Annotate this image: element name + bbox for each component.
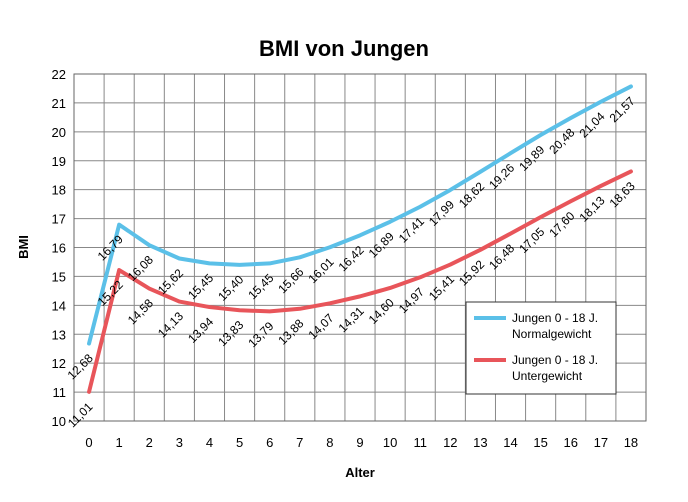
legend-entry-line2: Untergewicht — [512, 369, 583, 383]
y-tick-label: 11 — [53, 385, 67, 400]
legend-entry-line1: Jungen 0 - 18 J. — [512, 353, 598, 367]
data-label: 15,62 — [155, 266, 186, 297]
plot-grid — [73, 73, 647, 422]
y-tick-label: 12 — [52, 356, 66, 371]
x-tick-label: 11 — [413, 435, 427, 450]
data-label: 14,60 — [366, 295, 397, 326]
data-label: 14,07 — [305, 311, 336, 342]
y-tick-label: 15 — [52, 269, 66, 284]
x-tick-label: 4 — [206, 435, 213, 450]
x-tick-label: 5 — [236, 435, 243, 450]
data-label: 14,58 — [125, 296, 156, 327]
y-tick-label: 13 — [52, 327, 66, 342]
data-label: 13,94 — [185, 314, 216, 345]
y-tick-label: 17 — [52, 212, 66, 227]
data-label: 13,83 — [215, 318, 246, 349]
y-axis-label: BMI — [16, 235, 31, 259]
x-tick-label: 10 — [383, 435, 397, 450]
legend-entry-line1: Jungen 0 - 18 J. — [512, 311, 598, 325]
data-label: 15,92 — [456, 257, 487, 288]
data-label: 11,01 — [65, 399, 96, 430]
x-tick-label: 14 — [503, 435, 517, 450]
y-tick-label: 20 — [52, 125, 66, 140]
y-tick-label: 14 — [52, 298, 66, 313]
x-tick-label: 17 — [594, 435, 608, 450]
legend: Jungen 0 - 18 J. Normalgewicht Jungen 0 - … — [465, 301, 617, 395]
x-axis-label: Alter — [345, 465, 375, 480]
x-tick-label: 2 — [146, 435, 153, 450]
y-tick-labels: 10 11 12 13 14 15 16 17 18 19 20 21 22 — [52, 67, 66, 429]
data-label: 15,45 — [185, 271, 216, 302]
data-label: 15,40 — [215, 272, 246, 303]
plot-border — [73, 73, 647, 422]
data-label: 15,66 — [275, 265, 306, 296]
x-tick-label: 12 — [443, 435, 457, 450]
y-tick-label: 19 — [52, 154, 66, 169]
x-tick-label: 9 — [356, 435, 363, 450]
y-tick-label: 18 — [52, 183, 66, 198]
series-lines — [87, 84, 633, 394]
data-label: 13,88 — [275, 316, 306, 347]
x-tick-label: 13 — [473, 435, 487, 450]
chart-title: BMI von Jungen — [259, 36, 429, 61]
data-label: 14,97 — [396, 285, 427, 316]
y-tick-label: 22 — [52, 67, 66, 82]
x-tick-label: 6 — [266, 435, 273, 450]
data-label: 14,13 — [155, 309, 186, 340]
data-label: 16,08 — [125, 253, 156, 284]
series-line-1 — [87, 84, 633, 346]
data-label: 18,63 — [607, 179, 638, 210]
x-tick-label: 16 — [564, 435, 578, 450]
x-tick-label: 3 — [176, 435, 183, 450]
y-tick-label: 21 — [52, 96, 66, 111]
x-tick-label: 18 — [624, 435, 638, 450]
y-tick-label: 16 — [52, 241, 66, 256]
x-tick-label: 1 — [116, 435, 123, 450]
legend-entry-line2: Normalgewicht — [512, 327, 592, 341]
x-tick-labels: 0 1 2 3 4 5 6 7 8 9 10 11 12 13 14 15 16 17 18 — [85, 435, 638, 450]
y-tick-label: 10 — [52, 414, 66, 429]
x-tick-label: 8 — [326, 435, 333, 450]
x-tick-label: 7 — [296, 435, 303, 450]
series-line-2 — [87, 169, 633, 394]
data-label: 16,01 — [305, 255, 336, 286]
data-label: 15,45 — [245, 271, 276, 302]
data-label: 14,31 — [336, 304, 367, 335]
x-tick-label: 15 — [533, 435, 547, 450]
data-label: 16,89 — [366, 229, 397, 260]
x-tick-label: 0 — [85, 435, 92, 450]
